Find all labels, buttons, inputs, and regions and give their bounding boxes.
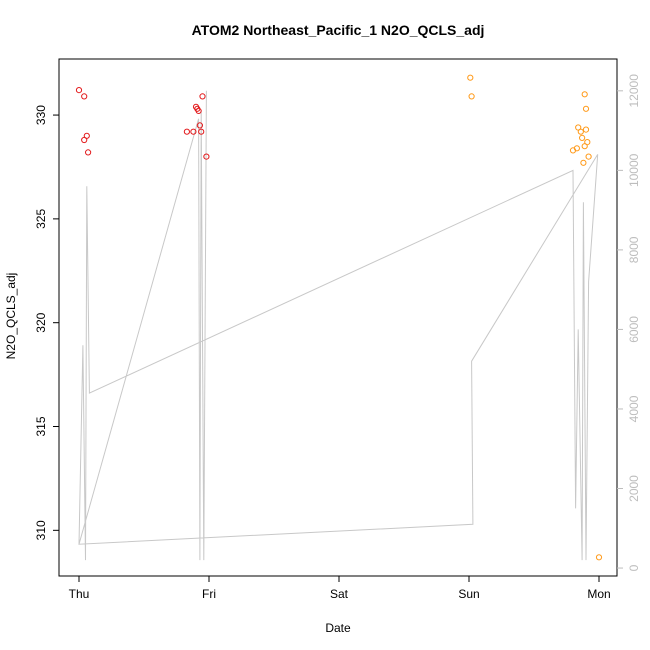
x-tick-label: Sun (458, 587, 479, 601)
data-point (577, 128, 584, 135)
data-point (579, 134, 586, 141)
data-point (582, 126, 590, 133)
x-tick-label: Sat (330, 587, 349, 601)
y2-tick-label: 0 (627, 564, 641, 571)
data-point (81, 93, 88, 100)
y2-tick-label: 2000 (627, 475, 641, 502)
plot-area: Thu Fri Sat Sun Mon 310 315 320 325 330 0 2000 4000 6… (34, 58, 641, 601)
y-tick-label: 315 (34, 416, 48, 436)
y-axis-label: N2O_QCLS_adj (4, 273, 18, 360)
data-point (467, 74, 474, 81)
secondary-series-line (78, 90, 599, 561)
data-point (75, 87, 83, 94)
y2-tick-label: 4000 (627, 395, 641, 422)
y-tick-label: 310 (34, 520, 48, 540)
x-tick-label: Fri (202, 587, 216, 601)
data-point (85, 149, 92, 156)
data-point (195, 107, 202, 115)
plot-frame (58, 58, 618, 577)
y2-tick-label: 8000 (627, 236, 641, 263)
data-point (584, 139, 591, 146)
y2-tick-label: 10000 (627, 153, 641, 187)
data-point (585, 153, 592, 160)
y-tick-label: 320 (34, 312, 48, 332)
data-point (190, 128, 197, 135)
chart-title: ATOM2 Northeast_Pacific_1 N2O_QCLS_adj (192, 22, 485, 38)
data-point (198, 128, 205, 135)
x-axis-label: Date (325, 621, 351, 635)
x-tick-label: Thu (69, 587, 90, 601)
data-point (573, 145, 581, 152)
data-point (595, 554, 603, 561)
data-point (183, 128, 190, 135)
y-tick-label: 325 (34, 209, 48, 229)
y-tick-label: 330 (34, 105, 48, 125)
data-point (582, 105, 590, 112)
x-tick-label: Mon (587, 587, 610, 601)
data-point (581, 91, 588, 98)
y2-tick-label: 12000 (627, 74, 641, 108)
y2-tick-label: 6000 (627, 316, 641, 343)
data-point (199, 93, 206, 100)
data-point (83, 132, 90, 139)
data-point (468, 93, 475, 100)
data-point (580, 159, 587, 166)
data-point (203, 153, 210, 160)
data-point (196, 122, 203, 129)
